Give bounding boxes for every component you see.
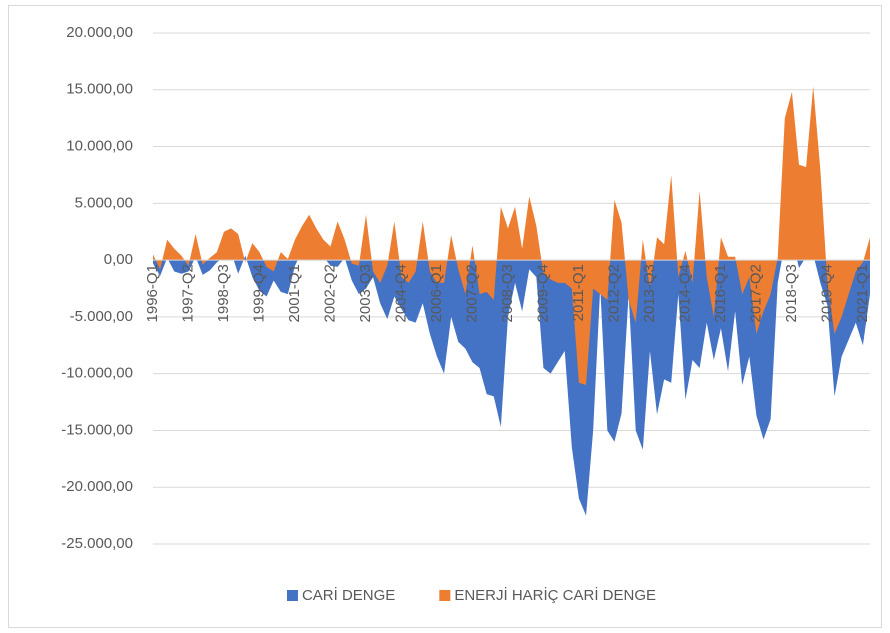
legend-swatch — [439, 590, 451, 601]
x-tick-label: 2016-Q1 — [712, 264, 729, 322]
area — [153, 237, 870, 516]
x-tick-label: 1998-Q3 — [215, 264, 232, 322]
x-tick-label: 2019-Q4 — [818, 264, 835, 322]
y-tick-label: -20.000,00 — [61, 478, 133, 495]
x-tick-label: 2001-Q1 — [286, 264, 303, 322]
x-tick-label: 2011-Q1 — [570, 264, 587, 321]
x-tick-label: 2021-Q1 — [854, 264, 871, 322]
x-tick-label: 2004-Q4 — [392, 264, 409, 322]
x-tick-label: 2009-Q4 — [534, 264, 551, 322]
x-tick-label: 2013-Q3 — [641, 264, 658, 322]
x-tick-label: 2007-Q2 — [463, 264, 480, 322]
legend-label: ENERJİ HARİÇ CARİ DENGE — [454, 586, 656, 604]
x-tick-label: 2008-Q3 — [499, 264, 516, 322]
x-tick-label: 2002-Q2 — [321, 264, 338, 322]
y-tick-label: 10.000,00 — [66, 138, 133, 155]
x-tick-label: 1997-Q2 — [179, 264, 196, 322]
x-tick-label: 2017-Q2 — [747, 264, 764, 322]
legend: CARİ DENGE ENERJİ HARİÇ CARİ DENGE — [286, 586, 656, 604]
x-tick-label: 2018-Q3 — [783, 264, 800, 322]
y-tick-label: 5.000,00 — [75, 194, 133, 211]
x-tick-label: 1996-Q1 — [144, 264, 161, 322]
y-tick-label: 20.000,00 — [66, 24, 133, 41]
y-tick-label: -10.000,00 — [61, 365, 133, 382]
x-tick-label: 2006-Q1 — [428, 264, 445, 322]
legend-swatch — [286, 590, 298, 601]
x-tick-label: 2014-Q4 — [676, 264, 693, 322]
x-tick-label: 2003-Q3 — [357, 264, 374, 322]
legend-label: CARİ DENGE — [302, 586, 395, 604]
x-tick-label: 2012-Q2 — [605, 264, 622, 322]
y-tick-label: -15.000,00 — [61, 421, 133, 438]
x-tick-label: 1999-Q4 — [250, 264, 267, 322]
y-tick-label: 0,00 — [104, 251, 133, 268]
y-tick-label: 15.000,00 — [66, 81, 133, 98]
y-tick-label: -25.000,00 — [61, 535, 133, 552]
y-tick-label: -5.000,00 — [70, 308, 133, 325]
area — [153, 86, 870, 386]
